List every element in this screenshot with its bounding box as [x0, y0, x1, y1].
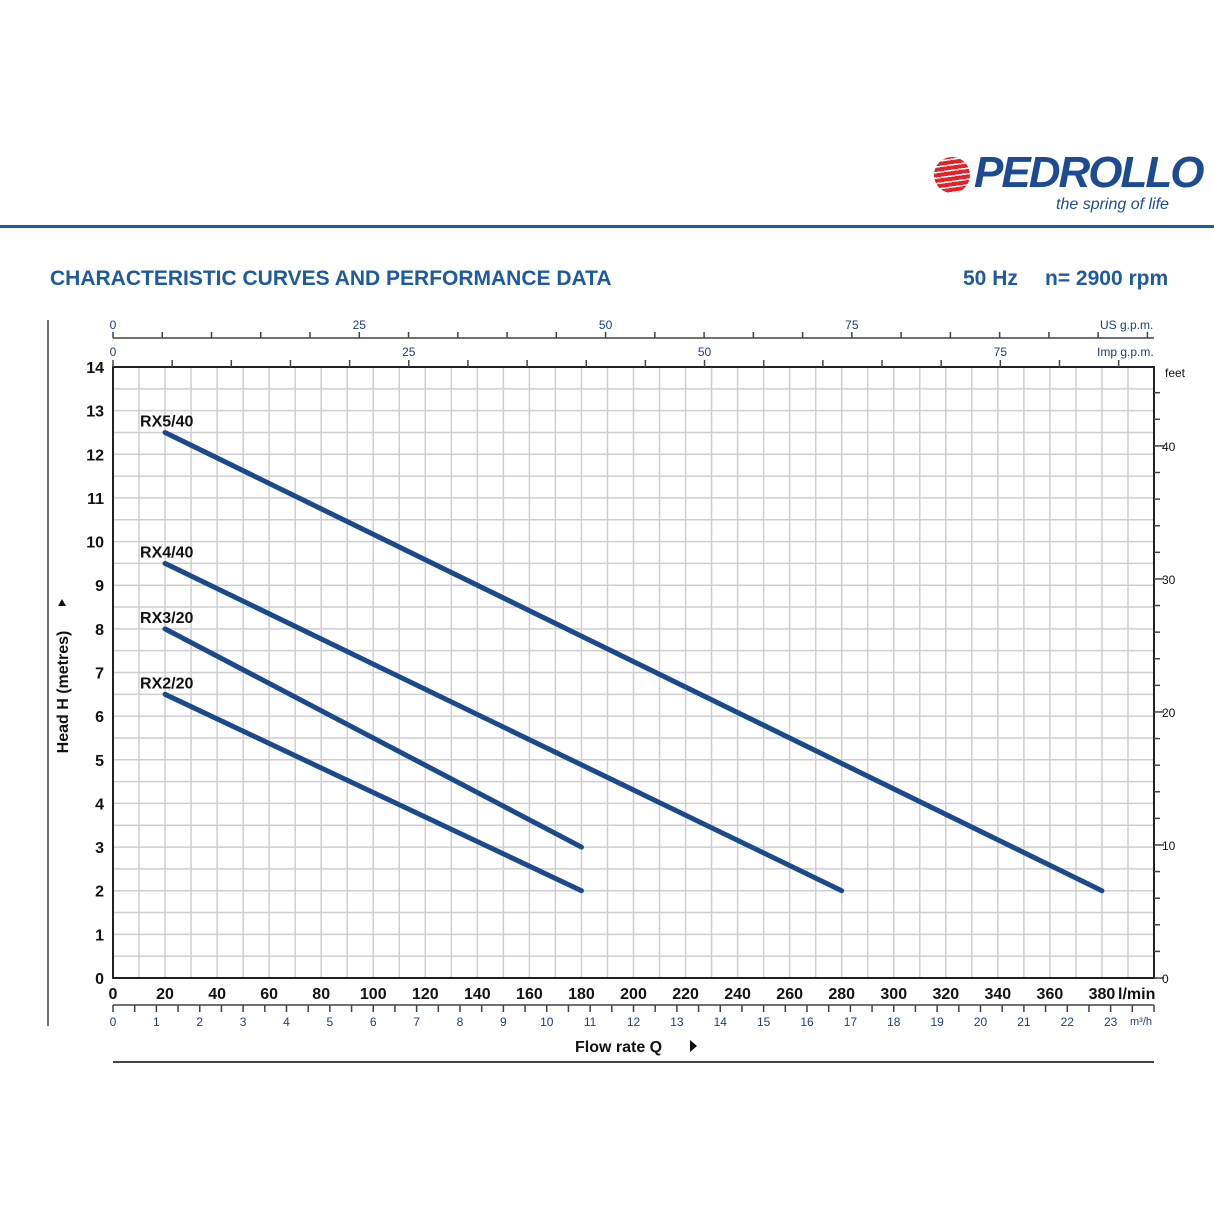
y-tick-label: 0: [95, 971, 104, 988]
m3h-tick-label: 8: [457, 1015, 464, 1029]
x-tick-label: 240: [724, 986, 751, 1003]
frequency: 50 Hz: [963, 267, 1018, 290]
y-arrow-icon: [58, 599, 66, 606]
curve-rx3-20: [162, 626, 584, 850]
m3h-tick-label: 5: [327, 1015, 334, 1029]
m3h-tick-label: 15: [757, 1015, 771, 1029]
us-gpm-tick-label: 50: [599, 318, 613, 332]
x-axis-label: Flow rate Q: [575, 1039, 662, 1056]
x-tick-label: 20: [156, 986, 174, 1003]
speed: n= 2900 rpm: [1045, 267, 1169, 290]
x-tick-label: 40: [208, 986, 226, 1003]
x-tick-label: 120: [412, 986, 439, 1003]
curve-rx2-20: [162, 691, 584, 894]
logo-ball-icon: [934, 157, 970, 193]
m3h-tick-label: 13: [670, 1015, 684, 1029]
y-axis-label: Head H (metres): [55, 631, 72, 754]
x-tick-label: 360: [1037, 986, 1064, 1003]
curve-label: RX5/40: [140, 413, 193, 430]
curve-rx4-40: [162, 560, 845, 894]
x-tick-label: 380: [1089, 986, 1116, 1003]
m3h-tick-label: 1: [153, 1015, 160, 1029]
m3h-tick-label: 9: [500, 1015, 507, 1029]
m3h-tick-label: 12: [627, 1015, 641, 1029]
y-tick-label: 7: [95, 666, 104, 683]
feet-tick-label: 40: [1162, 440, 1176, 454]
m3h-tick-label: 20: [974, 1015, 988, 1029]
m3h-tick-label: 10: [540, 1015, 554, 1029]
x-tick-label: 220: [672, 986, 699, 1003]
y-tick-label: 2: [95, 884, 104, 901]
y-tick-label: 14: [86, 360, 104, 377]
y-tick-label: 1: [95, 927, 104, 944]
y-tick-label: 4: [95, 796, 104, 813]
imp-gpm-unit-label: Imp g.p.m.: [1097, 345, 1154, 359]
feet-tick-label: 0: [1162, 972, 1169, 986]
x-unit-label: l/min: [1118, 986, 1155, 1003]
m3h-tick-label: 11: [584, 1015, 597, 1029]
feet-tick-label: 10: [1162, 839, 1176, 853]
curve-rx5-40: [162, 429, 1105, 894]
us-gpm-tick-label: 75: [845, 318, 859, 332]
imp-gpm-tick-label: 50: [698, 345, 712, 359]
x-tick-label: 160: [516, 986, 543, 1003]
curve-label: RX4/40: [140, 544, 193, 561]
x-tick-label: 140: [464, 986, 491, 1003]
y-tick-label: 3: [95, 840, 104, 857]
m3h-tick-label: 2: [196, 1015, 203, 1029]
us-gpm-tick-label: 0: [110, 318, 117, 332]
m3h-tick-label: 21: [1017, 1015, 1031, 1029]
m3h-tick-label: 19: [930, 1015, 944, 1029]
brand-tagline: the spring of life: [1056, 196, 1169, 213]
x-tick-label: 0: [109, 986, 118, 1003]
x-tick-label: 280: [828, 986, 855, 1003]
m3h-tick-label: 22: [1061, 1015, 1075, 1029]
curve-label: RX3/20: [140, 610, 193, 627]
header-divider: [0, 225, 1214, 228]
m3h-tick-label: 4: [283, 1015, 290, 1029]
x-arrow-icon: [690, 1040, 697, 1052]
x-tick-label: 200: [620, 986, 647, 1003]
feet-unit-label: feet: [1165, 366, 1186, 380]
m3h-tick-label: 7: [413, 1015, 420, 1029]
m3h-tick-label: 6: [370, 1015, 377, 1029]
pedrollo-logo: PEDROLLO the spring of life: [930, 148, 1204, 220]
plot-frame: [112, 366, 1155, 979]
imp-gpm-tick-label: 0: [110, 345, 117, 359]
brand-name: PEDROLLO: [974, 148, 1204, 197]
y-tick-label: 10: [86, 535, 104, 552]
x-tick-label: 100: [360, 986, 387, 1003]
x-tick-label: 320: [932, 986, 959, 1003]
m3h-unit-label: m³/h: [1130, 1016, 1152, 1028]
feet-tick-label: 20: [1162, 706, 1176, 720]
x-tick-label: 180: [568, 986, 595, 1003]
y-tick-label: 5: [95, 753, 104, 770]
imp-gpm-tick-label: 75: [994, 345, 1008, 359]
m3h-tick-label: 3: [240, 1015, 247, 1029]
m3h-tick-label: 0: [110, 1015, 117, 1029]
x-tick-label: 260: [776, 986, 803, 1003]
y-tick-label: 13: [86, 404, 104, 421]
feet-tick-label: 30: [1162, 573, 1176, 587]
page-title: CHARACTERISTIC CURVES AND PERFORMANCE DA…: [50, 267, 612, 290]
us-gpm-unit-label: US g.p.m.: [1100, 318, 1153, 332]
y-tick-label: 12: [86, 447, 104, 464]
x-tick-label: 340: [984, 986, 1011, 1003]
x-tick-label: 80: [312, 986, 330, 1003]
m3h-tick-label: 18: [887, 1015, 901, 1029]
x-tick-label: 60: [260, 986, 278, 1003]
y-tick-label: 8: [95, 622, 104, 639]
y-tick-label: 6: [95, 709, 104, 726]
m3h-tick-label: 17: [844, 1015, 858, 1029]
y-tick-label: 9: [95, 578, 104, 595]
curve-label: RX2/20: [140, 675, 193, 692]
x-tick-label: 300: [880, 986, 907, 1003]
imp-gpm-tick-label: 25: [402, 345, 416, 359]
m3h-tick-label: 23: [1104, 1015, 1118, 1029]
us-gpm-tick-label: 25: [353, 318, 367, 332]
m3h-tick-label: 16: [800, 1015, 814, 1029]
m3h-tick-label: 14: [714, 1015, 728, 1029]
y-tick-label: 11: [87, 491, 104, 508]
